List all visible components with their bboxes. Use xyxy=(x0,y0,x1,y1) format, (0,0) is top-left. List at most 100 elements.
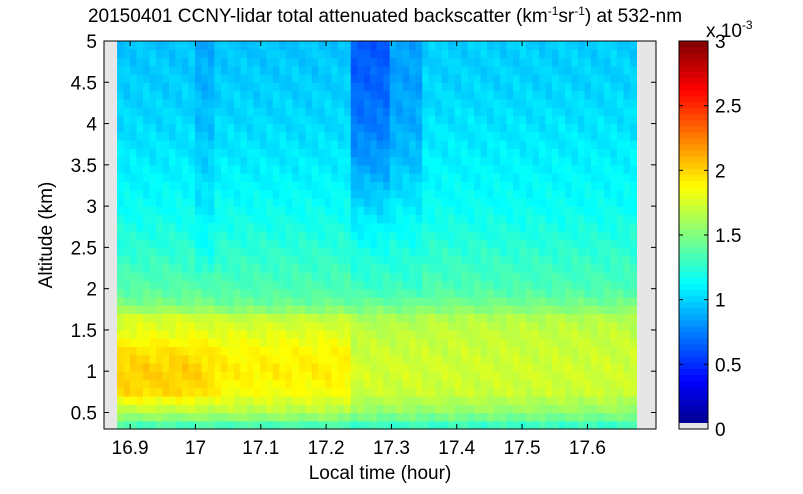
heatmap-cell xyxy=(337,140,345,149)
heatmap-cell xyxy=(616,98,625,108)
heatmap-cell xyxy=(246,214,254,224)
heatmap-cell xyxy=(519,321,527,331)
heatmap-cell xyxy=(285,115,293,125)
heatmap-cell xyxy=(298,181,306,191)
heatmap-cell xyxy=(279,412,287,422)
heatmap-cell xyxy=(415,90,423,100)
heatmap-cell xyxy=(461,296,469,306)
heatmap-cell xyxy=(143,98,151,108)
heatmap-cell xyxy=(623,288,631,298)
heatmap-cell xyxy=(253,371,261,381)
heatmap-cell xyxy=(564,329,573,339)
heatmap-cell xyxy=(117,296,125,306)
heatmap-cell xyxy=(175,305,183,315)
heatmap-cell xyxy=(545,247,553,257)
heatmap-cell xyxy=(629,148,637,158)
heatmap-cell xyxy=(454,263,462,273)
heatmap-cell xyxy=(539,197,547,207)
heatmap-cell xyxy=(266,49,274,59)
heatmap-cell xyxy=(175,214,183,224)
heatmap-cell xyxy=(461,247,469,257)
heatmap-cell xyxy=(318,387,326,397)
heatmap-cell xyxy=(149,107,157,116)
heatmap-cell xyxy=(396,173,404,182)
heatmap-cell xyxy=(629,305,637,315)
heatmap-cell xyxy=(577,140,586,149)
heatmap-cell xyxy=(422,115,430,125)
heatmap-cell xyxy=(188,214,196,224)
heatmap-cell xyxy=(454,387,462,397)
heatmap-cell xyxy=(603,362,612,372)
heatmap-cell xyxy=(623,164,631,174)
heatmap-cell xyxy=(610,313,618,323)
heatmap-cell xyxy=(344,379,352,389)
heatmap-cell xyxy=(448,74,456,83)
heatmap-cell xyxy=(136,280,144,290)
heatmap-cell xyxy=(188,420,196,430)
heatmap-cell xyxy=(428,255,436,265)
heatmap-cell xyxy=(389,74,397,83)
heatmap-cell xyxy=(266,206,274,215)
heatmap-cell xyxy=(415,181,423,191)
heatmap-cell xyxy=(389,395,397,405)
heatmap-cell xyxy=(409,107,417,116)
heatmap-cell xyxy=(500,313,508,323)
heatmap-cell xyxy=(500,41,508,50)
heatmap-cell xyxy=(331,387,339,397)
heatmap-cell xyxy=(214,404,222,414)
heatmap-cell xyxy=(428,379,436,389)
heatmap-cell xyxy=(389,255,397,265)
heatmap-cell xyxy=(194,387,203,397)
heatmap-cell xyxy=(539,107,547,116)
heatmap-cell xyxy=(629,181,637,191)
heatmap-cell xyxy=(169,74,177,83)
colorbar-step xyxy=(679,186,708,194)
heatmap-cell xyxy=(376,346,384,356)
heatmap-cell xyxy=(130,263,138,273)
heatmap-cell xyxy=(207,197,216,207)
heatmap-cell xyxy=(181,313,190,323)
heatmap-cell xyxy=(298,74,306,83)
heatmap-cell xyxy=(441,379,449,389)
heatmap-cell xyxy=(240,65,248,75)
colorbar-step xyxy=(679,210,708,218)
heatmap-cell xyxy=(285,57,293,67)
heatmap-cell xyxy=(240,346,248,356)
heatmap-cell xyxy=(266,74,274,83)
heatmap-cell xyxy=(448,65,456,75)
heatmap-cell xyxy=(487,412,495,422)
heatmap-cell xyxy=(123,181,131,191)
heatmap-cell xyxy=(532,41,540,50)
heatmap-cell xyxy=(233,247,242,257)
heatmap-cell xyxy=(292,239,300,248)
heatmap-cell xyxy=(376,305,384,315)
heatmap-cell xyxy=(246,181,254,191)
x-tick-label: 17 xyxy=(185,438,206,459)
heatmap-cell xyxy=(564,362,573,372)
heatmap-cell xyxy=(474,379,482,389)
heatmap-cell xyxy=(370,362,378,372)
heatmap-cell xyxy=(610,329,618,339)
heatmap-cell xyxy=(156,296,164,306)
heatmap-cell xyxy=(337,123,345,133)
heatmap-cell xyxy=(117,222,125,232)
heatmap-cell xyxy=(363,412,371,422)
heatmap-cell xyxy=(259,420,267,430)
heatmap-cell xyxy=(409,197,417,207)
heatmap-cell xyxy=(169,197,177,207)
heatmap-cell xyxy=(156,57,164,67)
heatmap-cell xyxy=(597,420,605,430)
heatmap-cell xyxy=(564,288,573,298)
heatmap-cell xyxy=(357,387,365,397)
heatmap-cell xyxy=(532,107,540,116)
heatmap-cell xyxy=(558,420,566,430)
heatmap-cell xyxy=(571,173,579,182)
heatmap-cell xyxy=(279,354,287,364)
heatmap-cell xyxy=(214,222,222,232)
heatmap-cell xyxy=(194,371,203,381)
heatmap-cell xyxy=(253,115,261,125)
heatmap-cell xyxy=(207,206,216,215)
heatmap-cell xyxy=(123,65,131,75)
heatmap-cell xyxy=(480,247,488,257)
heatmap-cell xyxy=(539,404,547,414)
